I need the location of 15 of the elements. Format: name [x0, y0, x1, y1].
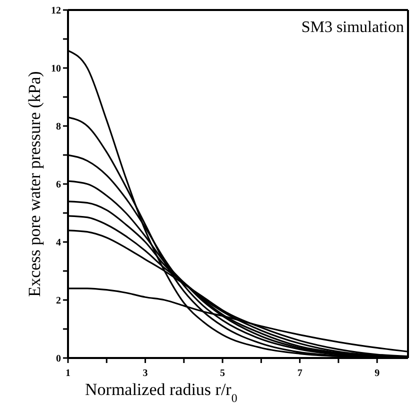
x-tick-label: 5: [220, 368, 226, 379]
x-tick-label: 3: [142, 368, 148, 379]
y-tick-label: 10: [51, 64, 61, 74]
annotation: SM3 simulation: [301, 19, 404, 36]
x-tick-label: 9: [374, 368, 380, 379]
x-axis-title: Normalized radius r/r$_{0}$: [85, 380, 238, 405]
y-tick-label: 4: [56, 238, 61, 248]
y-tick-label: 6: [56, 180, 61, 190]
x-tick-label: 1: [66, 368, 70, 379]
y-tick-label: 8: [56, 122, 61, 132]
y-tick-label: 12: [51, 6, 61, 16]
y-tick-label: 2: [56, 296, 61, 306]
y-tick-label: 0: [56, 354, 61, 364]
y-axis-title: Excess pore water pressure (kPa): [25, 71, 44, 297]
x-tick-label: 7: [297, 368, 302, 379]
